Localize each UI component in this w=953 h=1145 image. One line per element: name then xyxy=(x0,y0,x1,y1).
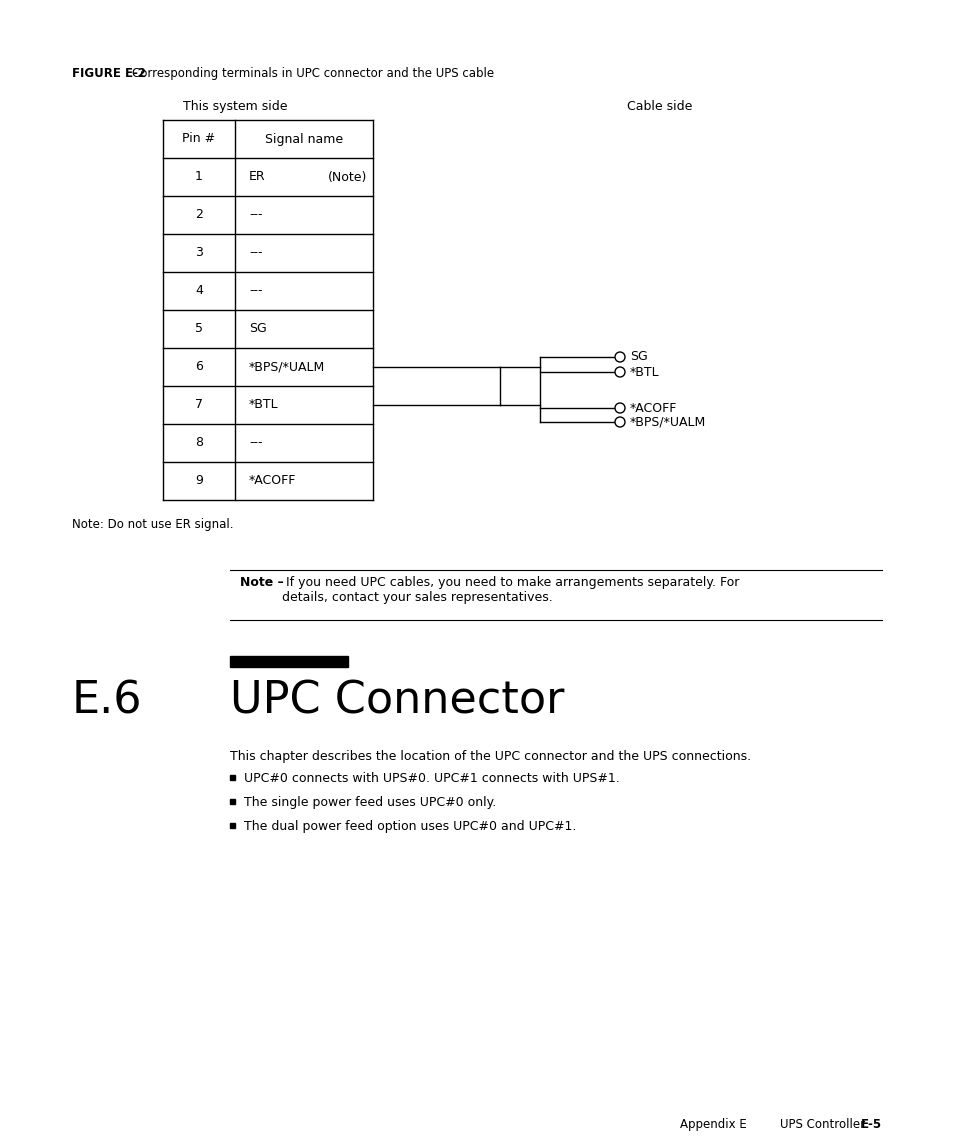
Text: 7: 7 xyxy=(194,398,203,411)
Bar xyxy=(230,775,234,780)
Text: The single power feed uses UPC#0 only.: The single power feed uses UPC#0 only. xyxy=(244,796,496,810)
Bar xyxy=(230,823,234,828)
Text: Corresponding terminals in UPC connector and the UPS cable: Corresponding terminals in UPC connector… xyxy=(132,68,494,80)
Text: (Note): (Note) xyxy=(327,171,367,183)
Text: If you need UPC cables, you need to make arrangements separately. For
details, c: If you need UPC cables, you need to make… xyxy=(282,576,739,605)
Text: *BTL: *BTL xyxy=(629,365,659,379)
Text: Note –: Note – xyxy=(240,576,283,589)
Text: 8: 8 xyxy=(194,436,203,450)
Text: 6: 6 xyxy=(194,361,203,373)
Text: Appendix E: Appendix E xyxy=(679,1118,746,1131)
Text: UPC#0 connects with UPS#0. UPC#1 connects with UPS#1.: UPC#0 connects with UPS#0. UPC#1 connect… xyxy=(244,772,619,785)
Text: Signal name: Signal name xyxy=(265,133,343,145)
Text: E.6: E.6 xyxy=(71,680,142,722)
Text: FIGURE E-2: FIGURE E-2 xyxy=(71,68,146,80)
Text: 9: 9 xyxy=(194,474,203,488)
Text: This chapter describes the location of the UPC connector and the UPS connections: This chapter describes the location of t… xyxy=(230,750,750,763)
Text: ER: ER xyxy=(249,171,265,183)
Text: SG: SG xyxy=(629,350,647,363)
Text: ---: --- xyxy=(249,246,262,260)
Text: The dual power feed option uses UPC#0 and UPC#1.: The dual power feed option uses UPC#0 an… xyxy=(244,820,576,834)
Text: 4: 4 xyxy=(194,284,203,298)
Bar xyxy=(230,799,234,804)
Text: Pin #: Pin # xyxy=(182,133,215,145)
Text: *BPS/*UALM: *BPS/*UALM xyxy=(249,361,325,373)
Text: UPS Controller: UPS Controller xyxy=(780,1118,864,1131)
Text: 2: 2 xyxy=(194,208,203,221)
Text: Cable side: Cable side xyxy=(627,100,692,113)
Text: *BPS/*UALM: *BPS/*UALM xyxy=(629,416,705,428)
Text: ---: --- xyxy=(249,436,262,450)
Circle shape xyxy=(615,368,624,377)
Circle shape xyxy=(615,352,624,362)
Text: ---: --- xyxy=(249,284,262,298)
Circle shape xyxy=(615,403,624,413)
Text: *ACOFF: *ACOFF xyxy=(629,402,677,414)
Text: *ACOFF: *ACOFF xyxy=(249,474,296,488)
Text: ---: --- xyxy=(249,208,262,221)
Circle shape xyxy=(615,417,624,427)
Bar xyxy=(230,656,348,668)
Text: 3: 3 xyxy=(194,246,203,260)
Text: SG: SG xyxy=(249,323,267,335)
Text: 5: 5 xyxy=(194,323,203,335)
Text: UPC Connector: UPC Connector xyxy=(230,680,564,722)
Text: E-5: E-5 xyxy=(860,1118,882,1131)
Text: Note: Do not use ER signal.: Note: Do not use ER signal. xyxy=(71,518,233,531)
Text: *BTL: *BTL xyxy=(249,398,278,411)
Text: 1: 1 xyxy=(194,171,203,183)
Text: This system side: This system side xyxy=(183,100,287,113)
